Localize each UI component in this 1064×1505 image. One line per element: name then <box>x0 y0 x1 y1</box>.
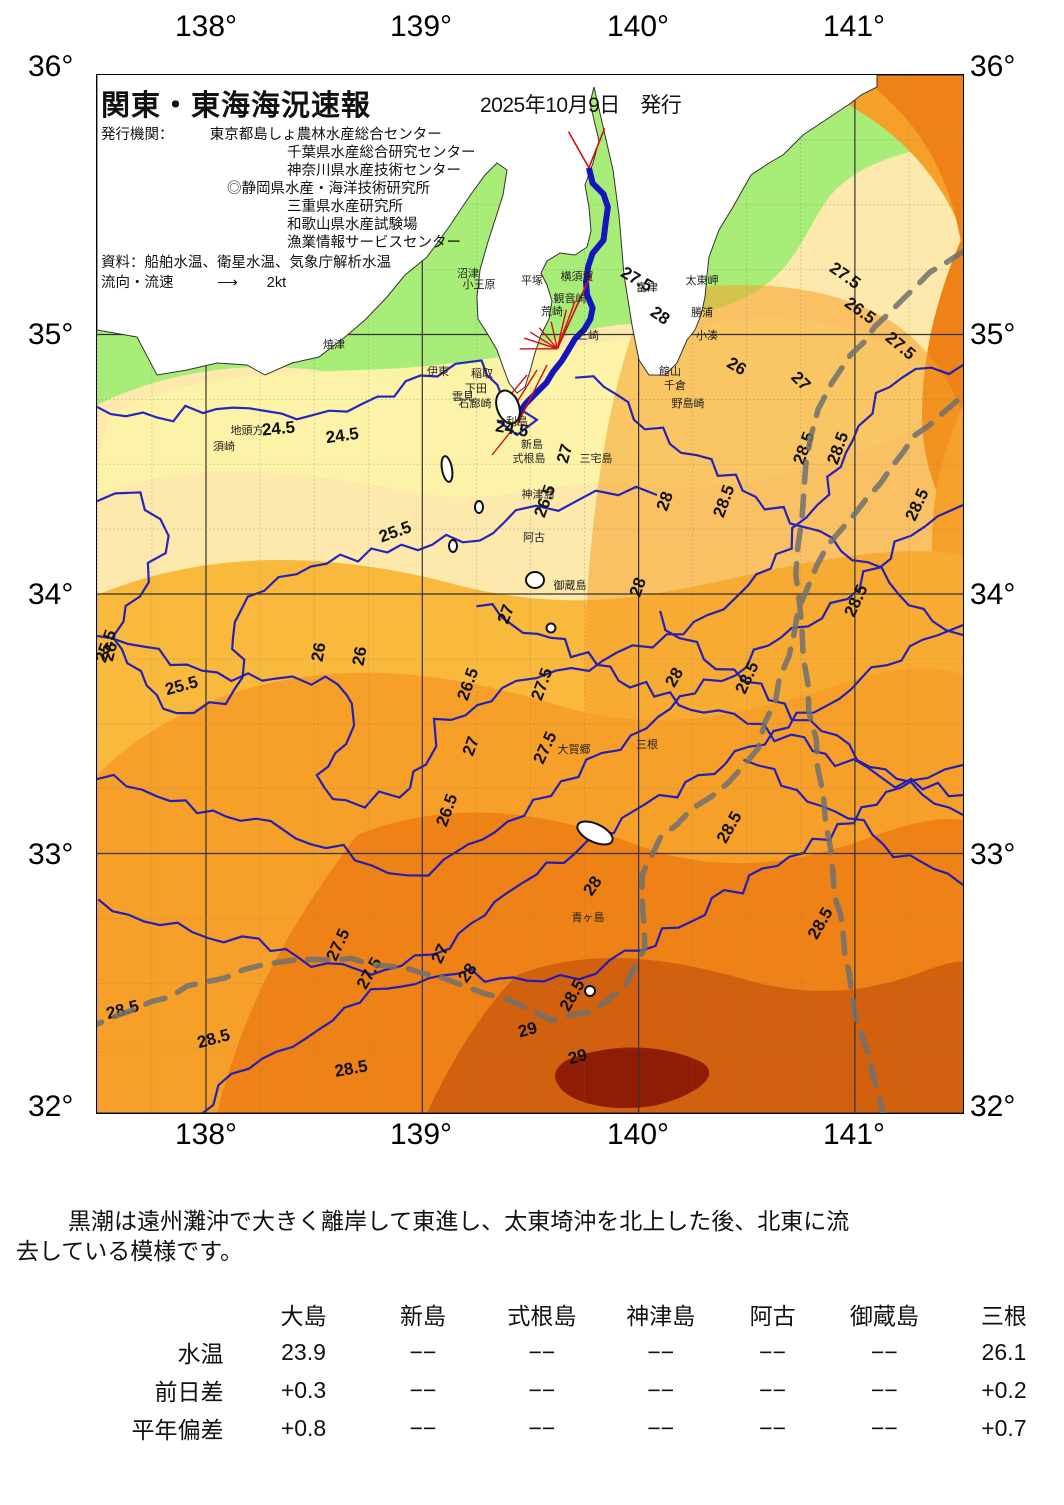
svg-text:平塚: 平塚 <box>521 274 543 287</box>
svg-text:伊東: 伊東 <box>427 365 449 378</box>
svg-text:富津: 富津 <box>636 280 658 294</box>
svg-text:太東岬: 太東岬 <box>686 274 719 287</box>
svg-text:三崎: 三崎 <box>577 328 599 342</box>
svg-text:勝浦: 勝浦 <box>691 305 713 319</box>
svg-text:野島崎: 野島崎 <box>672 396 705 410</box>
svg-text:館山: 館山 <box>659 364 681 378</box>
svg-text:焼津: 焼津 <box>323 338 345 351</box>
svg-text:式根島: 式根島 <box>513 451 546 465</box>
svg-text:石廊崎: 石廊崎 <box>459 396 492 410</box>
svg-text:大賀郷: 大賀郷 <box>558 742 591 756</box>
svg-text:観音崎: 観音崎 <box>554 291 587 305</box>
svg-text:沼津: 沼津 <box>457 266 479 280</box>
svg-text:阿古: 阿古 <box>523 531 545 544</box>
svg-text:26: 26 <box>349 645 371 667</box>
svg-text:三根: 三根 <box>636 737 658 751</box>
svg-text:神津島: 神津島 <box>522 487 555 501</box>
svg-text:地頭方: 地頭方 <box>231 423 264 437</box>
svg-text:26: 26 <box>308 641 330 663</box>
svg-text:小湊: 小湊 <box>696 328 718 342</box>
svg-text:荒崎: 荒崎 <box>541 304 563 318</box>
svg-text:御蔵島: 御蔵島 <box>554 578 587 592</box>
svg-text:青ヶ島: 青ヶ島 <box>572 910 605 924</box>
svg-text:千倉: 千倉 <box>664 378 686 392</box>
svg-text:横須賀: 横須賀 <box>561 269 594 283</box>
svg-text:24.5: 24.5 <box>261 418 296 440</box>
svg-text:新島: 新島 <box>521 437 543 451</box>
svg-text:利島: 利島 <box>506 414 528 428</box>
svg-text:稲取: 稲取 <box>471 367 493 380</box>
svg-text:三宅島: 三宅島 <box>580 451 613 465</box>
svg-text:須崎: 須崎 <box>213 439 235 453</box>
